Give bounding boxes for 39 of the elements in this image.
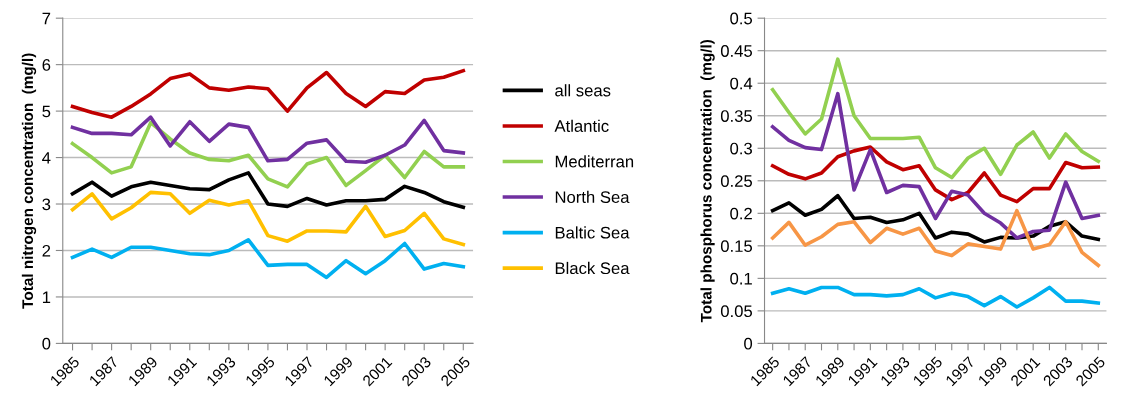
- line-series: [70, 115, 466, 165]
- legend-label: all seas: [555, 84, 611, 97]
- y-tick-label: 3: [42, 198, 51, 211]
- y-tick-label: 0.3: [730, 142, 752, 155]
- y-tick-label: 0.5: [730, 12, 753, 25]
- y-tick-label: 0.15: [720, 240, 753, 253]
- y-axis-title: Total phosphorus concentration (mg/l): [700, 39, 715, 323]
- y-tick-label: 0.4: [730, 77, 753, 90]
- y-tick-label: 0.1: [730, 272, 752, 285]
- y-tick-label: 0: [42, 337, 51, 350]
- y-tick-label: 2: [42, 244, 51, 257]
- line-series: [70, 237, 466, 280]
- y-axis-title: Total nitrogen concentration (mg/l): [21, 53, 37, 309]
- line-series: [70, 68, 466, 119]
- y-tick-label: 5: [42, 105, 51, 118]
- line-series: [770, 208, 1101, 268]
- y-tick-label: 0.05: [720, 305, 753, 318]
- y-tick-label: 0.25: [720, 175, 753, 187]
- line-series: [70, 171, 466, 210]
- line-series: [770, 285, 1101, 309]
- line-series: [70, 120, 466, 189]
- y-tick-label: 1: [42, 291, 51, 303]
- legend-label: Mediterran: [555, 155, 634, 168]
- legend-label: North Sea: [555, 190, 630, 204]
- y-tick-label: 0.35: [720, 110, 753, 122]
- line-series: [70, 190, 466, 247]
- y-tick-label: 6: [42, 59, 51, 71]
- line-series: [770, 193, 1101, 244]
- legend-label: Baltic Sea: [555, 226, 630, 239]
- y-tick-label: 0.45: [720, 45, 753, 57]
- y-tick-label: 7: [42, 12, 51, 25]
- line-series: [770, 91, 1101, 240]
- y-tick-label: 0: [744, 337, 753, 350]
- legend-label: Atlantic: [554, 119, 609, 132]
- line-series: [770, 57, 1101, 180]
- line-series: [770, 145, 1101, 204]
- y-tick-label: 4: [42, 152, 51, 164]
- legend-label: Black Sea: [555, 261, 630, 275]
- y-tick-label: 0.2: [730, 207, 752, 220]
